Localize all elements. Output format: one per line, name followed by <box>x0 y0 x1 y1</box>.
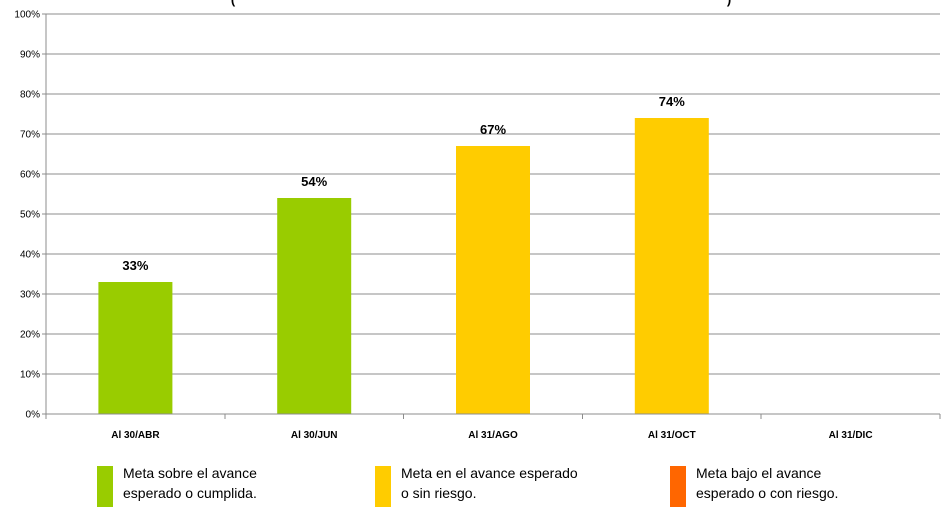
legend-text-yellow: Meta en el avance esperado o sin riesgo. <box>401 463 578 503</box>
y-tick-label: 80% <box>20 90 40 101</box>
legend-swatch-yellow <box>375 466 391 507</box>
legend-swatch-green <box>97 466 113 507</box>
y-tick-label: 90% <box>20 50 40 61</box>
y-tick-label: 10% <box>20 370 40 381</box>
bar <box>98 282 173 414</box>
legend-line: esperado o con riesgo. <box>696 485 839 501</box>
legend-line: esperado o cumplida. <box>123 485 257 501</box>
data-label: 74% <box>659 94 685 109</box>
bar <box>634 118 709 414</box>
x-tick-label: Al 31/DIC <box>829 430 873 441</box>
y-tick-label: 20% <box>20 330 40 341</box>
bar <box>456 146 530 414</box>
y-tick-label: 40% <box>20 250 40 261</box>
y-tick-label: 50% <box>20 210 40 221</box>
legend-swatch-orange <box>670 466 686 507</box>
x-tick-label: Al 31/OCT <box>648 430 696 441</box>
bar-chart: 0% 10% 20% 30% 40% 50% 60% 70% 80% 90% 100% 33% Al 3… <box>14 0 941 441</box>
bar <box>277 198 352 414</box>
axes <box>42 13 941 419</box>
x-tick-label: Al 31/AGO <box>468 430 518 441</box>
legend-item-yellow: Meta en el avance esperado o sin riesgo. <box>375 463 578 507</box>
y-tick-label: 30% <box>20 290 40 301</box>
bars <box>98 118 709 414</box>
y-tick-label: 0% <box>26 410 41 421</box>
legend-line: Meta bajo el avance <box>696 465 822 481</box>
legend-line: o sin riesgo. <box>401 485 477 501</box>
data-label: 33% <box>122 258 148 273</box>
legend-text-green: Meta sobre el avance esperado o cumplida… <box>123 463 257 503</box>
chart-title-fragment-left: ( <box>231 0 236 7</box>
data-label: 67% <box>480 122 506 137</box>
legend-item-green: Meta sobre el avance esperado o cumplida… <box>97 463 257 507</box>
y-tick-label: 60% <box>20 170 40 181</box>
data-label: 54% <box>301 174 327 189</box>
x-tick-label: Al 30/ABR <box>111 430 160 441</box>
chart-title-fragment-right: ) <box>727 0 731 7</box>
y-tick-label: 70% <box>20 130 40 141</box>
labels: 0% 10% 20% 30% 40% 50% 60% 70% 80% 90% 100% 33% Al 3… <box>14 0 872 441</box>
legend-text-orange: Meta bajo el avance esperado o con riesg… <box>696 463 838 503</box>
legend-line: Meta sobre el avance <box>123 465 257 481</box>
legend-item-orange: Meta bajo el avance esperado o con riesg… <box>670 463 838 507</box>
y-tick-label: 100% <box>14 10 40 21</box>
x-tick-label: Al 30/JUN <box>291 430 338 441</box>
legend-line: Meta en el avance esperado <box>401 465 578 481</box>
